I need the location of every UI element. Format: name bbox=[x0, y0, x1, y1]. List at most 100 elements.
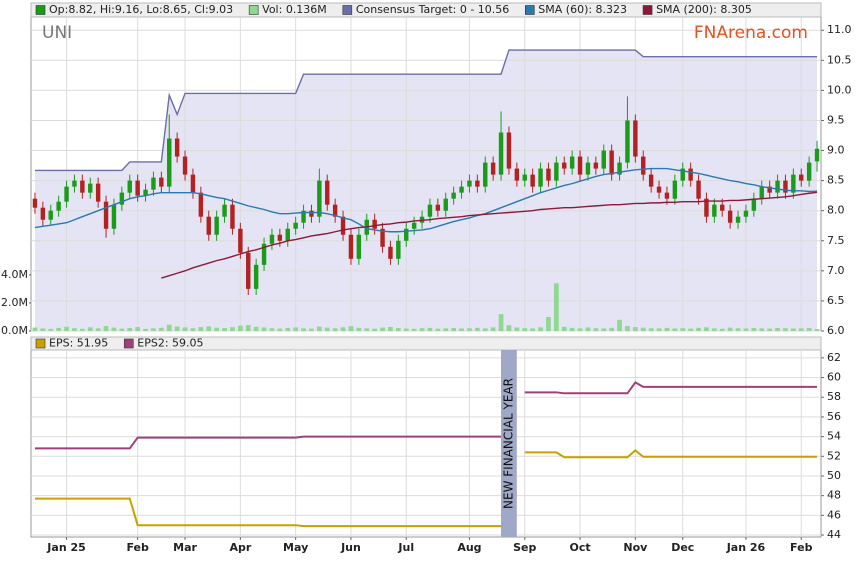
x-tick-label: Nov bbox=[623, 541, 648, 554]
volume-bar bbox=[127, 328, 133, 331]
x-tick-label: Mar bbox=[173, 541, 197, 554]
volume-bar bbox=[648, 328, 654, 331]
volume-bar bbox=[632, 327, 638, 331]
candle-body bbox=[277, 234, 283, 241]
candle-body bbox=[340, 216, 346, 235]
y-tick-label: 11.0 bbox=[827, 23, 852, 36]
series-line bbox=[34, 167, 818, 233]
candle-body bbox=[32, 198, 38, 208]
candle-body bbox=[467, 180, 472, 187]
volume-bar bbox=[166, 324, 172, 331]
volume-bar bbox=[277, 328, 283, 331]
legend-label: EPS: 51.95 bbox=[49, 337, 108, 350]
legend-swatch bbox=[342, 5, 353, 15]
candle-body bbox=[791, 174, 796, 193]
legend-label: Op:8.82, Hi:9.16, Lo:8.65, Cl:9.03 bbox=[49, 3, 233, 16]
volume-bar bbox=[577, 328, 583, 331]
volume-bar bbox=[743, 328, 749, 331]
candle-body bbox=[625, 120, 630, 163]
x-tick-label: Apr bbox=[229, 541, 251, 554]
candle-body bbox=[380, 228, 385, 247]
volume-bar bbox=[664, 327, 670, 331]
legend-label: EPS2: 59.05 bbox=[137, 337, 203, 350]
volume-bar bbox=[569, 327, 575, 331]
legend-swatch bbox=[35, 5, 46, 15]
candle-body bbox=[127, 180, 132, 193]
candle-body bbox=[261, 243, 267, 265]
candle-body bbox=[95, 183, 101, 202]
volume-bar bbox=[111, 327, 117, 331]
legend-swatch bbox=[524, 5, 535, 15]
candle-body bbox=[111, 204, 117, 229]
volume-bar bbox=[253, 326, 259, 331]
candle-body bbox=[388, 246, 393, 259]
y-tick-label: 4.0M bbox=[1, 268, 28, 281]
eps-panel bbox=[30, 340, 822, 538]
volume-bar bbox=[617, 319, 622, 331]
candle-body bbox=[159, 177, 164, 187]
candle-body bbox=[704, 198, 709, 217]
candle-body bbox=[664, 192, 670, 199]
volume-bar bbox=[514, 327, 520, 331]
y-tick-label: 46 bbox=[827, 508, 841, 521]
y-tick-label: 58 bbox=[827, 390, 841, 403]
y-tick-label: 62 bbox=[827, 351, 841, 364]
candle-body bbox=[143, 189, 148, 196]
y-tick-label: 50 bbox=[827, 469, 841, 482]
candle-body bbox=[609, 150, 614, 175]
watermark: FNArena.com bbox=[694, 23, 808, 43]
volume-bar bbox=[119, 328, 125, 331]
volume-bar bbox=[451, 328, 457, 331]
annotation-band bbox=[501, 350, 517, 537]
volume-bar bbox=[427, 327, 433, 331]
volume-bar bbox=[380, 327, 385, 331]
y-tick-label: 48 bbox=[827, 489, 841, 502]
candle-body bbox=[317, 180, 322, 217]
volume-bar bbox=[814, 329, 820, 331]
volume-bar bbox=[56, 327, 62, 331]
candle-body bbox=[174, 138, 180, 157]
series-line bbox=[161, 191, 818, 279]
candle-body bbox=[103, 201, 109, 229]
volume-bar bbox=[775, 327, 780, 331]
candle-body bbox=[396, 240, 401, 259]
candle-body bbox=[459, 186, 464, 193]
plot-layer: 6.0 6.5 7.0 7.5 8.0 8.5 9.0 9.5 10.0 10.5 11.0 0.0M… bbox=[1, 3, 851, 554]
candle-body bbox=[238, 228, 243, 253]
volume-bar bbox=[230, 327, 235, 331]
y-tick-label: 6.0 bbox=[827, 324, 845, 337]
volume-bar bbox=[672, 328, 678, 331]
volume-bar bbox=[356, 327, 362, 331]
volume-bar bbox=[806, 328, 812, 331]
volume-bar bbox=[293, 327, 299, 331]
candle-body bbox=[348, 234, 354, 259]
candle-body bbox=[617, 162, 622, 175]
volume-bar bbox=[372, 328, 378, 331]
volume-bar bbox=[767, 328, 773, 331]
x-tick-label: Sep bbox=[513, 541, 536, 554]
candle-body bbox=[751, 198, 757, 211]
candle-body bbox=[293, 222, 298, 229]
candle-body bbox=[435, 204, 441, 211]
candle-body bbox=[569, 156, 575, 169]
candle-body bbox=[167, 138, 172, 187]
volume-bar bbox=[245, 325, 251, 331]
volume-bar bbox=[506, 325, 512, 331]
volume-bar bbox=[261, 327, 267, 331]
candle-body bbox=[522, 174, 527, 181]
ticker: UNI bbox=[42, 23, 72, 43]
volume-bar bbox=[87, 327, 93, 331]
volume-bar bbox=[727, 327, 733, 331]
legend-swatch bbox=[123, 338, 134, 349]
volume-bar bbox=[435, 328, 441, 331]
volume-bar bbox=[103, 326, 109, 331]
volume-bar bbox=[151, 328, 156, 331]
legend-swatch bbox=[248, 5, 259, 15]
volume-bar bbox=[459, 328, 464, 331]
volume-bar bbox=[680, 328, 686, 331]
candle-body bbox=[411, 222, 417, 229]
candle-body bbox=[325, 180, 330, 205]
candle-body bbox=[720, 204, 725, 211]
series-line bbox=[34, 381, 818, 450]
volume-bar bbox=[285, 327, 291, 331]
